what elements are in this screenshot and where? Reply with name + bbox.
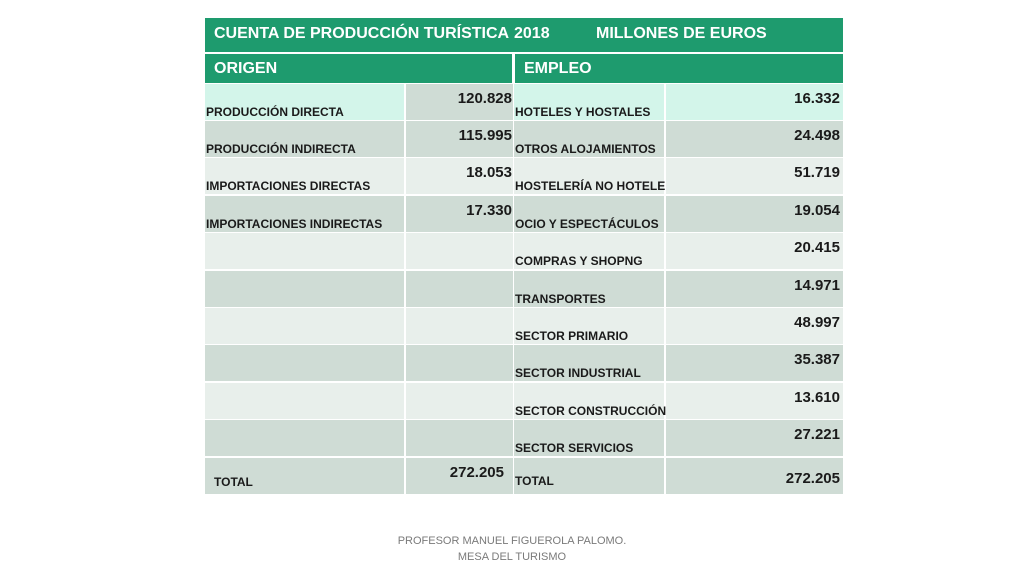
empleo-value-cell: 20.415 xyxy=(666,233,843,269)
empleo-label-cell: TOTAL xyxy=(514,458,664,494)
empleo-value: 19.054 xyxy=(794,202,840,219)
empleo-label-cell: OCIO Y ESPECTÁCULOS xyxy=(514,196,664,232)
table-row: COMPRAS Y SHOPNG 20.415 xyxy=(205,233,843,269)
empleo-label: SECTOR CONSTRUCCIÓN xyxy=(515,404,667,418)
origen-label: PRODUCCIÓN DIRECTA xyxy=(206,105,344,119)
empleo-label-cell: COMPRAS Y SHOPNG xyxy=(514,233,664,269)
table-row: SECTOR INDUSTRIAL 35.387 xyxy=(205,345,843,381)
empleo-value: 35.387 xyxy=(794,351,840,368)
empleo-label: SECTOR PRIMARIO xyxy=(515,329,629,343)
empleo-label-cell: TRANSPORTES xyxy=(514,271,664,307)
empleo-label: SECTOR INDUSTRIAL xyxy=(515,366,641,380)
origen-value-cell xyxy=(406,271,513,307)
footer-org: MESA DEL TURISMO xyxy=(457,551,567,563)
empleo-value-cell: 51.719 xyxy=(666,158,843,194)
table-row: SECTOR SERVICIOS 27.221 xyxy=(205,420,843,456)
origen-label-cell xyxy=(205,383,404,419)
table-row: SECTOR CONSTRUCCIÓN 13.610 xyxy=(205,383,843,419)
origen-value-cell: 18.053 xyxy=(406,158,513,194)
origen-value: 120.828 xyxy=(457,90,512,107)
empleo-label-cell: HOSTELERÍA NO HOTELER xyxy=(514,158,674,194)
origen-value: 17.330 xyxy=(466,202,512,219)
table-title: CUENTA DE PRODUCCIÓN TURÍSTICA xyxy=(214,25,510,42)
empleo-label: COMPRAS Y SHOPNG xyxy=(515,254,643,268)
empleo-value-cell: 27.221 xyxy=(666,420,843,456)
table-row: IMPORTACIONES DIRECTAS 18.053 HOSTELERÍA… xyxy=(205,158,843,194)
table-row: PRODUCCIÓN DIRECTA 120.828 HOTELES Y HOS… xyxy=(205,84,843,120)
origen-label-cell xyxy=(205,308,404,344)
origen-label-cell: PRODUCCIÓN DIRECTA xyxy=(205,84,404,120)
origen-label: IMPORTACIONES INDIRECTAS xyxy=(206,217,383,231)
origen-label-cell xyxy=(205,420,404,456)
origen-value-cell xyxy=(406,308,513,344)
table-unit: MILLONES DE EUROS xyxy=(596,25,767,42)
empleo-value-cell: 14.971 xyxy=(666,271,843,307)
origen-value-cell: 272.205 xyxy=(406,458,513,494)
empleo-label: TOTAL xyxy=(515,474,554,488)
empleo-value-cell: 272.205 xyxy=(666,458,843,494)
table-row: SECTOR PRIMARIO 48.997 xyxy=(205,308,843,344)
origen-value: 272.205 xyxy=(449,464,504,481)
table-row: TOTAL 272.205 TOTAL 272.205 xyxy=(205,458,843,494)
empleo-label: TRANSPORTES xyxy=(515,292,606,306)
origen-value-cell: 115.995 xyxy=(406,121,513,157)
table-row: TRANSPORTES 14.971 xyxy=(205,271,843,307)
empleo-value-cell: 24.498 xyxy=(666,121,843,157)
origen-value-cell: 120.828 xyxy=(406,84,513,120)
table-row: IMPORTACIONES INDIRECTAS 17.330 OCIO Y E… xyxy=(205,196,843,232)
origen-value: 18.053 xyxy=(466,164,512,181)
empleo-value: 13.610 xyxy=(794,389,840,406)
empleo-label-cell: SECTOR PRIMARIO xyxy=(514,308,664,344)
origen-label-cell xyxy=(205,233,404,269)
empleo-label: OCIO Y ESPECTÁCULOS xyxy=(515,217,659,231)
origen-label-cell: PRODUCCIÓN INDIRECTA xyxy=(205,121,404,157)
empleo-label: OTROS ALOJAMIENTOS xyxy=(515,142,656,156)
empleo-value-cell: 16.332 xyxy=(666,84,843,120)
footer-author: PROFESOR MANUEL FIGUEROLA PALOMO. xyxy=(397,535,627,547)
empleo-value: 51.719 xyxy=(794,164,840,181)
origen-value-cell xyxy=(406,383,513,419)
empleo-value: 20.415 xyxy=(794,239,840,256)
empleo-label-cell: SECTOR INDUSTRIAL xyxy=(514,345,664,381)
origen-label-cell xyxy=(205,271,404,307)
origen-label: PRODUCCIÓN INDIRECTA xyxy=(206,142,356,156)
empleo-value-cell: 35.387 xyxy=(666,345,843,381)
empleo-label-cell: OTROS ALOJAMIENTOS xyxy=(514,121,664,157)
empleo-label: HOSTELERÍA NO HOTELER xyxy=(515,179,674,193)
origen-label-cell: IMPORTACIONES DIRECTAS xyxy=(205,158,404,194)
empleo-value: 16.332 xyxy=(794,90,840,107)
empleo-value: 272.205 xyxy=(785,470,840,487)
origen-label-cell xyxy=(205,345,404,381)
origen-value-cell xyxy=(406,345,513,381)
empleo-label-cell: SECTOR SERVICIOS xyxy=(514,420,664,456)
origen-label-cell: IMPORTACIONES INDIRECTAS xyxy=(205,196,404,232)
table-title-bar: CUENTA DE PRODUCCIÓN TURÍSTICA 2018 MILL… xyxy=(205,18,843,52)
origen-value-cell: 17.330 xyxy=(406,196,513,232)
header-origen: ORIGEN xyxy=(205,54,512,83)
empleo-value-cell: 13.610 xyxy=(666,383,843,419)
table-row: PRODUCCIÓN INDIRECTA 115.995 OTROS ALOJA… xyxy=(205,121,843,157)
empleo-label: SECTOR SERVICIOS xyxy=(515,441,634,455)
empleo-value: 14.971 xyxy=(794,277,840,294)
table-year: 2018 xyxy=(514,25,550,42)
empleo-value-cell: 48.997 xyxy=(666,308,843,344)
empleo-value: 48.997 xyxy=(794,314,840,331)
origen-value-cell xyxy=(406,233,513,269)
empleo-value: 27.221 xyxy=(794,426,840,443)
empleo-label-cell: SECTOR CONSTRUCCIÓN xyxy=(514,383,667,419)
origen-label: TOTAL xyxy=(214,475,253,489)
origen-value-cell xyxy=(406,420,513,456)
origen-value: 115.995 xyxy=(458,127,512,144)
empleo-label-cell: HOTELES Y HOSTALES xyxy=(514,84,664,120)
empleo-label: HOTELES Y HOSTALES xyxy=(515,105,651,119)
empleo-value: 24.498 xyxy=(794,127,840,144)
empleo-value-cell: 19.054 xyxy=(666,196,843,232)
origen-label: IMPORTACIONES DIRECTAS xyxy=(206,179,371,193)
origen-label-cell: TOTAL xyxy=(205,458,404,494)
header-empleo: EMPLEO xyxy=(515,54,843,83)
